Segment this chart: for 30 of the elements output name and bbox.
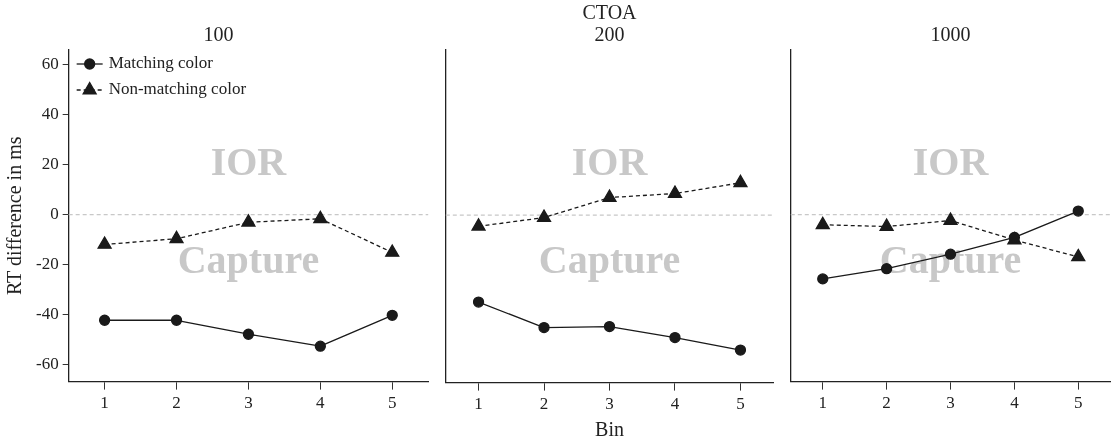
x-tick-label: 4 <box>316 393 326 413</box>
y-axis-title: RT difference in ms <box>3 136 26 296</box>
x-tick-label: 3 <box>946 393 955 413</box>
x-tick-label: 2 <box>882 393 891 413</box>
x-tick-label: 5 <box>1074 393 1083 413</box>
legend-label: Matching color <box>108 53 214 73</box>
x-tick-label: 5 <box>736 394 745 414</box>
x-tick-label: 3 <box>244 393 253 413</box>
chart-title: 100 <box>203 23 234 46</box>
x-tick-label: 4 <box>670 394 680 414</box>
y-tick-label: 20 <box>41 154 59 174</box>
chart-title: 200 <box>594 23 625 46</box>
x-tick-label: 1 <box>474 394 483 414</box>
x-tick-label: 5 <box>388 393 397 413</box>
y-tick-label: 0 <box>50 204 59 224</box>
text: CTOA <box>582 1 637 23</box>
x-tick-label: 2 <box>172 393 181 413</box>
x-tick-label: 4 <box>1010 393 1020 413</box>
x-tick-label: 2 <box>539 394 549 414</box>
chart-title: 1000 <box>930 23 971 46</box>
legend-label: Non-matching color <box>108 79 247 99</box>
x-tick-label: 1 <box>818 393 827 413</box>
y-tick-label: -60 <box>35 353 59 373</box>
y-tick-label: -40 <box>35 303 59 323</box>
y-tick-label: -20 <box>35 253 59 273</box>
x-tick-label: 1 <box>100 393 109 413</box>
x-tick-label: 3 <box>605 394 614 414</box>
x-axis-title: Bin <box>595 418 624 441</box>
y-tick-label: 40 <box>41 104 59 124</box>
y-tick-label: 60 <box>41 54 59 74</box>
